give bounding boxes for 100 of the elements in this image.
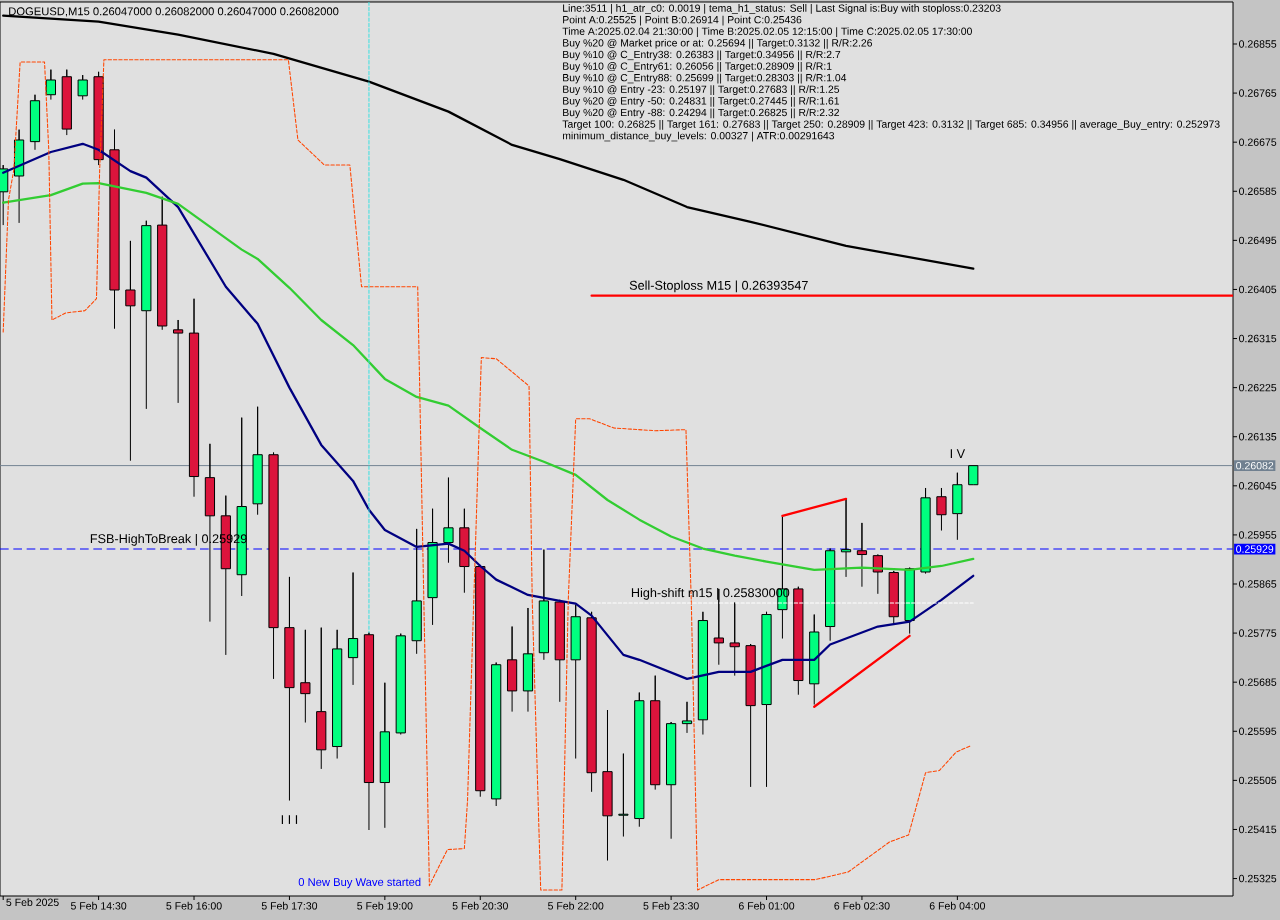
y-tick-label: 0.25415 <box>1239 825 1277 834</box>
y-tick-label: 0.26315 <box>1239 334 1277 343</box>
candlestick <box>650 675 661 791</box>
candlestick <box>363 632 375 831</box>
candlestick <box>506 626 518 713</box>
candlestick <box>665 721 677 840</box>
annotation: Buy %10 @ C_Entry88: 0.25699 || Target:0.28303 || R/R:1.04 <box>563 73 847 84</box>
candlestick <box>856 522 868 588</box>
candlestick <box>379 682 390 829</box>
candlestick <box>252 406 263 516</box>
annotation: minimum_distance_buy_levels: 0.00327 | ATR:0.00291643 <box>562 131 835 142</box>
annotation: Buy %10 @ Entry -23: 0.25197 || Target:0.27683 || R/R:1.25 <box>563 85 840 96</box>
y-tick-label: 0.25595 <box>1239 727 1277 735</box>
candlestick <box>29 94 41 151</box>
candlestick <box>347 572 359 686</box>
candlestick <box>681 701 693 734</box>
y-tick-label: 0.25865 <box>1239 580 1277 588</box>
annotation: Buy %20 @ Market price or at: 0.25694 || Target:0.3132 || R/R:2.26 <box>563 38 873 49</box>
candlestick <box>968 465 979 486</box>
line-series <box>2 181 975 571</box>
annotation: Buy %20 @ Entry -50: 0.24831 || Target:0.27445 || R/R:1.61 <box>563 96 840 107</box>
y-tick-label: 0.25775 <box>1239 629 1277 637</box>
annotation: 0 New Buy Wave started <box>298 877 421 889</box>
x-tick-label: 5 Feb 17:30 <box>261 901 318 910</box>
candlestick <box>713 588 724 666</box>
candlestick <box>77 74 88 101</box>
annotation: Buy %10 @ C_Entry61: 0.26056 || Target:0.28909 || R/R:1 <box>563 62 832 72</box>
y-tick-label: 0.26585 <box>1239 187 1277 195</box>
x-tick-label: 5 Feb 23:30 <box>643 901 699 910</box>
annotation: Time A:2025.02.04 21:30:00 | Time B:2025.02.05 12:15:00 | Time C:2025.02.05 17:30:00 <box>562 27 972 38</box>
candlestick <box>840 498 852 578</box>
chart-title: DOGEUSD,M15 0.26047000 0.26082000 0.26047000 0.26082000 <box>9 7 339 17</box>
candlestick <box>745 643 756 788</box>
candlestick <box>809 614 820 706</box>
y-tick-label: 0.26225 <box>1239 383 1277 392</box>
candlestick <box>570 604 581 760</box>
ref-line-label: 0.25929 <box>1236 545 1274 553</box>
candlestick <box>109 129 120 330</box>
candlestick <box>920 487 931 575</box>
candlestick <box>316 627 327 770</box>
annotation: Buy %10 @ C_Entry38: 0.26383 || Target:0.34956 || R/R:2.7 <box>563 50 841 61</box>
y-tick-label: 0.26765 <box>1239 89 1277 97</box>
candlestick <box>538 549 549 661</box>
annotation: Sell-Stoploss M15 | 0.26393547 <box>629 280 808 293</box>
y-tick-label: 0.25955 <box>1239 531 1277 539</box>
candlestick <box>141 220 152 410</box>
candlestick <box>475 564 486 798</box>
candlestick <box>586 611 597 793</box>
candlestick <box>936 487 947 532</box>
annotation: Point A:0.25525 | Point B:0.26914 | Point C:0.25436 <box>563 15 802 26</box>
candlestick <box>825 548 836 642</box>
candlestick <box>888 570 899 625</box>
candlestick <box>491 662 502 807</box>
candlestick <box>554 599 565 703</box>
x-tick-label: 6 Feb 02:30 <box>834 901 890 910</box>
candlestick <box>268 452 279 680</box>
x-axis-title: 5 Feb 2025 <box>6 898 59 907</box>
candlestick <box>459 508 470 594</box>
candlestick <box>411 528 422 655</box>
y-tick-label: 0.25685 <box>1239 678 1277 686</box>
candlestick <box>761 611 772 788</box>
candlestick <box>427 508 438 626</box>
y-tick-label: 0.26675 <box>1239 138 1277 146</box>
y-tick-label: 0.26135 <box>1239 432 1277 441</box>
y-tick-label: 0.26405 <box>1239 285 1277 294</box>
candlestick <box>904 567 915 635</box>
candlestick <box>602 709 613 862</box>
candlestick <box>443 477 454 564</box>
candlestick <box>300 629 311 724</box>
y-tick-label: 0.25505 <box>1239 776 1277 785</box>
x-tick-label: 5 Feb 19:00 <box>357 901 413 910</box>
candlestick <box>729 602 740 677</box>
candlestick <box>45 69 56 101</box>
candlestick <box>61 69 72 136</box>
candlestick <box>618 753 629 838</box>
candlestick <box>125 240 136 462</box>
annotation: I I I <box>281 815 298 824</box>
candlestick <box>284 576 295 802</box>
candlestick <box>522 607 534 713</box>
line-series <box>2 142 975 681</box>
x-tick-label: 5 Feb 16:00 <box>166 901 222 910</box>
ref-line-label: 0.26082 <box>1236 461 1274 470</box>
x-tick-label: 5 Feb 22:00 <box>548 901 604 910</box>
y-tick-label: 0.26495 <box>1239 236 1277 245</box>
candlestick <box>188 298 200 498</box>
annotation: Buy %20 @ Entry -88: 0.24294 || Target:0.26825 || R/R:2.32 <box>563 108 839 119</box>
candlestick <box>697 611 709 736</box>
candlestick <box>395 633 406 736</box>
candlestick <box>952 472 963 541</box>
x-tick-label: 5 Feb 14:30 <box>70 901 127 910</box>
candlestick <box>634 692 645 828</box>
y-tick-label: 0.26045 <box>1239 482 1277 490</box>
y-tick-label: 0.25325 <box>1239 874 1277 883</box>
annotation: Line:3511 | h1_atr_c0: 0.0019 | tema_h1_status: Sell | Last Signal is:Buy with stoploss:0.23203 <box>563 4 1001 14</box>
x-tick-label: 6 Feb 01:00 <box>738 901 795 910</box>
annotation: Target 100: 0.26825 || Target 161: 0.27683 || Target 250: 0.28909 || Target 423: 0.3132 || Target 685: 0.34956 || average_Buy_entry: 0.252973 <box>562 120 1220 130</box>
candlestick <box>173 319 184 404</box>
annotation: I V <box>950 449 966 459</box>
candlestick <box>793 586 804 696</box>
x-tick-label: 5 Feb 20:30 <box>452 901 508 910</box>
